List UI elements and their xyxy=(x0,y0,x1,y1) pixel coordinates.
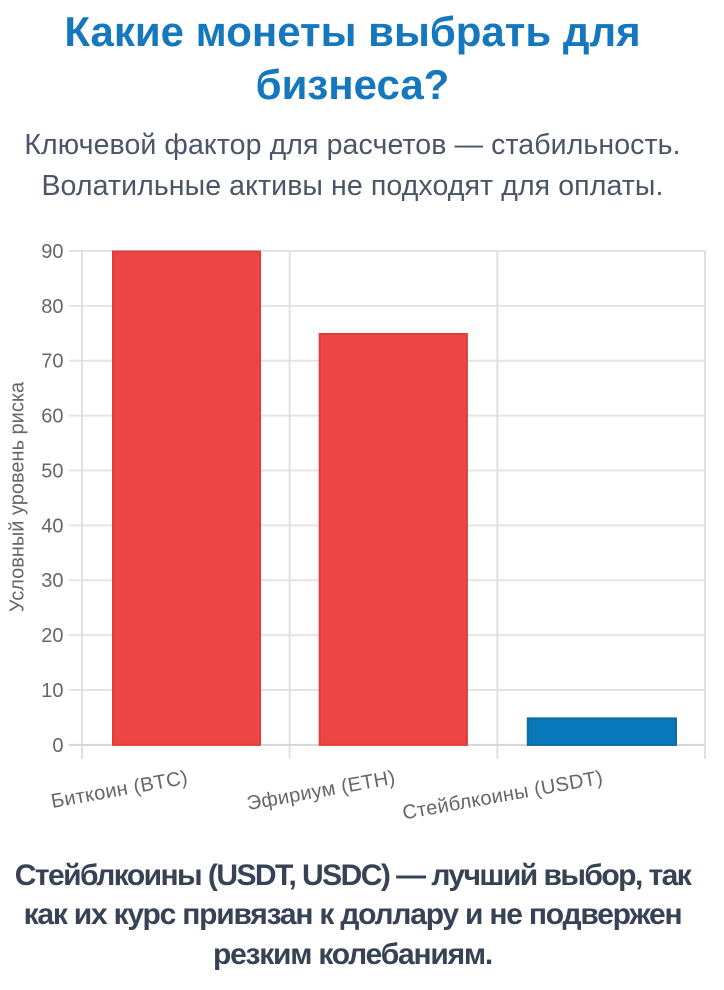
svg-text:90: 90 xyxy=(41,241,63,263)
svg-text:Стейблкоины (USDT): Стейблкоины (USDT) xyxy=(401,767,605,825)
svg-text:80: 80 xyxy=(41,296,63,318)
svg-text:40: 40 xyxy=(41,515,63,537)
svg-text:Биткоин (BTC): Биткоин (BTC) xyxy=(49,767,189,813)
svg-text:Эфириум (ETH): Эфириум (ETH) xyxy=(245,767,397,815)
svg-text:60: 60 xyxy=(41,406,63,428)
svg-text:30: 30 xyxy=(41,570,63,592)
svg-text:20: 20 xyxy=(41,625,63,647)
svg-text:50: 50 xyxy=(41,460,63,482)
svg-text:Условный уровень риска: Условный уровень риска xyxy=(7,381,29,612)
svg-text:10: 10 xyxy=(41,680,63,702)
svg-text:70: 70 xyxy=(41,351,63,373)
svg-text:0: 0 xyxy=(52,735,63,757)
